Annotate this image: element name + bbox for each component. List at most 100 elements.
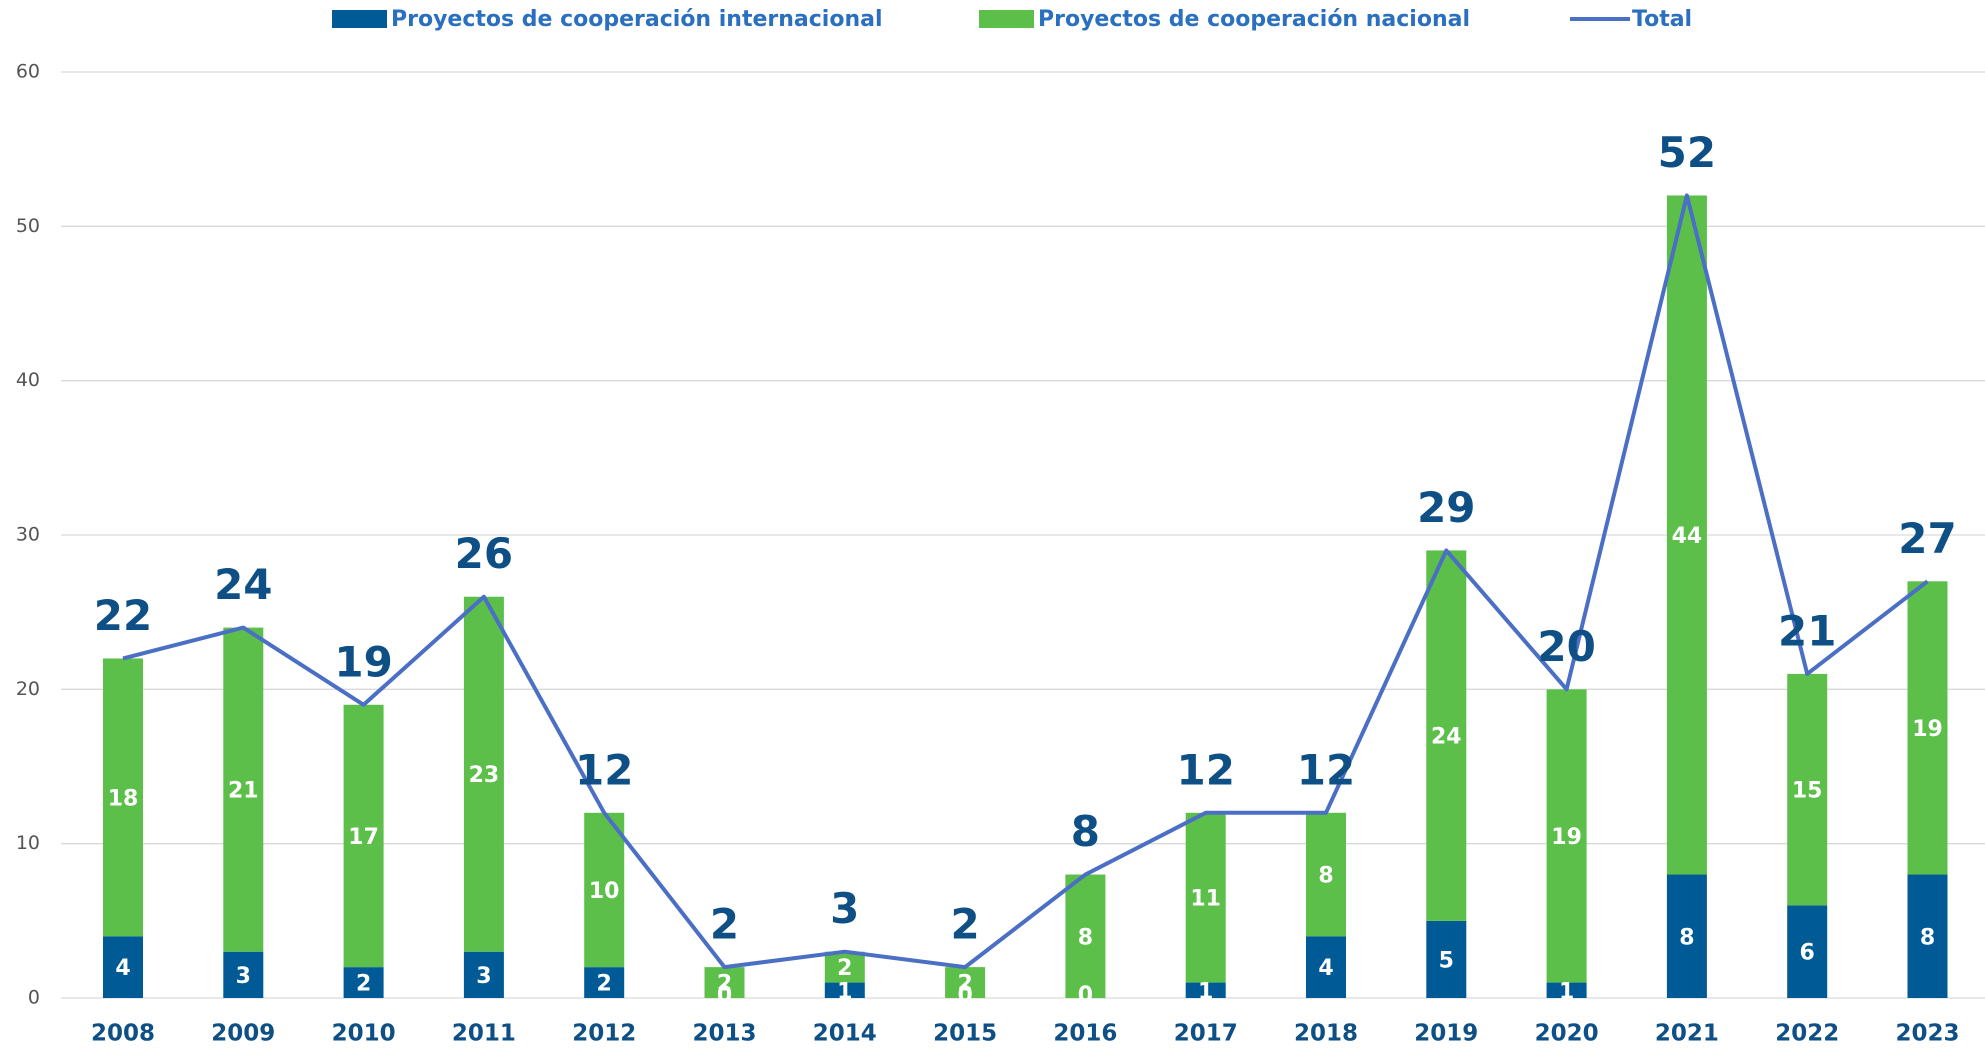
- bar-segment: [1426, 920, 1467, 998]
- total-line: [122, 193, 1929, 970]
- x-tick-label: 2021: [1655, 1021, 1719, 1047]
- segment-label: 6: [1800, 941, 1815, 966]
- bar-segment: [223, 627, 264, 952]
- x-tick-label: 2014: [813, 1021, 877, 1047]
- bar-segment: [1426, 550, 1467, 921]
- segment-label: 0: [957, 983, 972, 1008]
- y-tick-label: 0: [28, 987, 40, 1009]
- segment-label: 0: [717, 983, 732, 1008]
- segment-label: 8: [1679, 925, 1694, 950]
- segment-label: 21: [228, 779, 259, 804]
- total-label: 27: [1898, 514, 1956, 563]
- y-tick-label: 50: [16, 215, 40, 237]
- bar-segment: [584, 812, 625, 968]
- legend-label: Proyectos de cooperación internacional: [391, 7, 883, 32]
- y-tick-label: 10: [16, 832, 40, 854]
- total-label: 12: [575, 745, 633, 794]
- legend-swatch: [332, 10, 387, 28]
- y-tick-label: 20: [16, 678, 40, 700]
- bar-segment: [1546, 982, 1587, 998]
- bar-segment: [945, 967, 986, 998]
- segment-label: 2: [356, 972, 371, 997]
- bar-segment: [1306, 812, 1346, 937]
- segment-label: 44: [1672, 524, 1703, 549]
- bar-segment: [1546, 689, 1587, 983]
- bar-segment: [103, 658, 143, 937]
- segment-label: 19: [1551, 825, 1582, 850]
- bar-segment: [1907, 581, 1948, 875]
- x-tick-label: 2013: [692, 1021, 756, 1047]
- bar-segment: [1666, 195, 1707, 875]
- segment-label: 24: [1431, 725, 1462, 750]
- total-label: 24: [214, 560, 272, 609]
- bar-segment: [463, 596, 504, 952]
- bar-segment: [1666, 874, 1707, 998]
- total-label: 20: [1537, 622, 1595, 671]
- x-tick-label: 2012: [572, 1021, 636, 1047]
- segment-label: 18: [108, 786, 139, 811]
- segment-label: 1: [837, 979, 852, 1004]
- segment-label: 4: [1318, 956, 1333, 981]
- bar-segment: [463, 951, 504, 998]
- bar-segment: [584, 967, 625, 998]
- segment-label: 17: [348, 825, 379, 850]
- x-tick-label: 2019: [1414, 1021, 1478, 1047]
- bar-segment: [103, 936, 143, 998]
- total-label: 21: [1778, 606, 1836, 655]
- total-label: 19: [334, 637, 392, 686]
- segment-label: 11: [1190, 887, 1221, 912]
- total-label: 26: [455, 529, 513, 578]
- segment-label: 19: [1912, 717, 1943, 742]
- segment-label: 3: [476, 964, 491, 989]
- segment-label: 0: [1078, 983, 1093, 1008]
- bar-segment: [824, 951, 865, 983]
- bar-segment: [824, 982, 865, 998]
- x-tick-label: 2017: [1174, 1021, 1238, 1047]
- segment-label: 2: [597, 972, 612, 997]
- segment-label: 4: [115, 956, 130, 981]
- segment-label: 3: [236, 964, 251, 989]
- x-tick-label: 2011: [452, 1021, 516, 1047]
- segment-label: 1: [1559, 979, 1574, 1004]
- y-tick-label: 60: [16, 61, 40, 83]
- x-tick-label: 2020: [1535, 1021, 1599, 1047]
- legend-swatch: [979, 10, 1034, 28]
- segment-label: 2: [957, 972, 972, 997]
- segment-label: 2: [837, 956, 852, 981]
- segment-label: 10: [589, 879, 620, 904]
- x-tick-label: 2010: [332, 1021, 396, 1047]
- y-tick-label: 40: [16, 369, 40, 391]
- x-tick-label: 2009: [211, 1021, 275, 1047]
- bar-segment: [1787, 673, 1828, 906]
- bar-segment: [343, 704, 384, 968]
- legend-label: Total: [1632, 7, 1692, 32]
- total-label: 2: [710, 900, 739, 949]
- total-label: 12: [1297, 745, 1355, 794]
- x-tick-label: 2023: [1895, 1021, 1959, 1047]
- x-tick-label: 2022: [1775, 1021, 1839, 1047]
- y-tick-label: 30: [16, 524, 40, 546]
- bar-segment: [343, 967, 384, 998]
- bar-segment: [1787, 905, 1828, 998]
- x-tick-label: 2008: [91, 1021, 155, 1047]
- total-label: 29: [1417, 483, 1475, 532]
- total-label: 52: [1658, 128, 1716, 177]
- segment-label: 23: [469, 763, 500, 788]
- total-label: 22: [94, 591, 152, 640]
- segment-label: 5: [1439, 948, 1454, 973]
- segment-label: 8: [1078, 925, 1093, 950]
- segment-label: 2: [717, 972, 732, 997]
- legend-label: Proyectos de cooperación nacional: [1038, 7, 1470, 32]
- bar-segment: [1306, 936, 1346, 998]
- segment-label: 8: [1318, 864, 1333, 889]
- segment-label: 1: [1198, 979, 1213, 1004]
- bar-segment: [704, 967, 745, 998]
- bar-segment: [1185, 812, 1226, 983]
- x-tick-label: 2015: [933, 1021, 997, 1047]
- total-label: 2: [950, 900, 979, 949]
- x-tick-label: 2016: [1053, 1021, 1117, 1047]
- segment-label: 15: [1792, 779, 1823, 804]
- total-label: 8: [1071, 807, 1100, 856]
- total-label: 12: [1176, 745, 1234, 794]
